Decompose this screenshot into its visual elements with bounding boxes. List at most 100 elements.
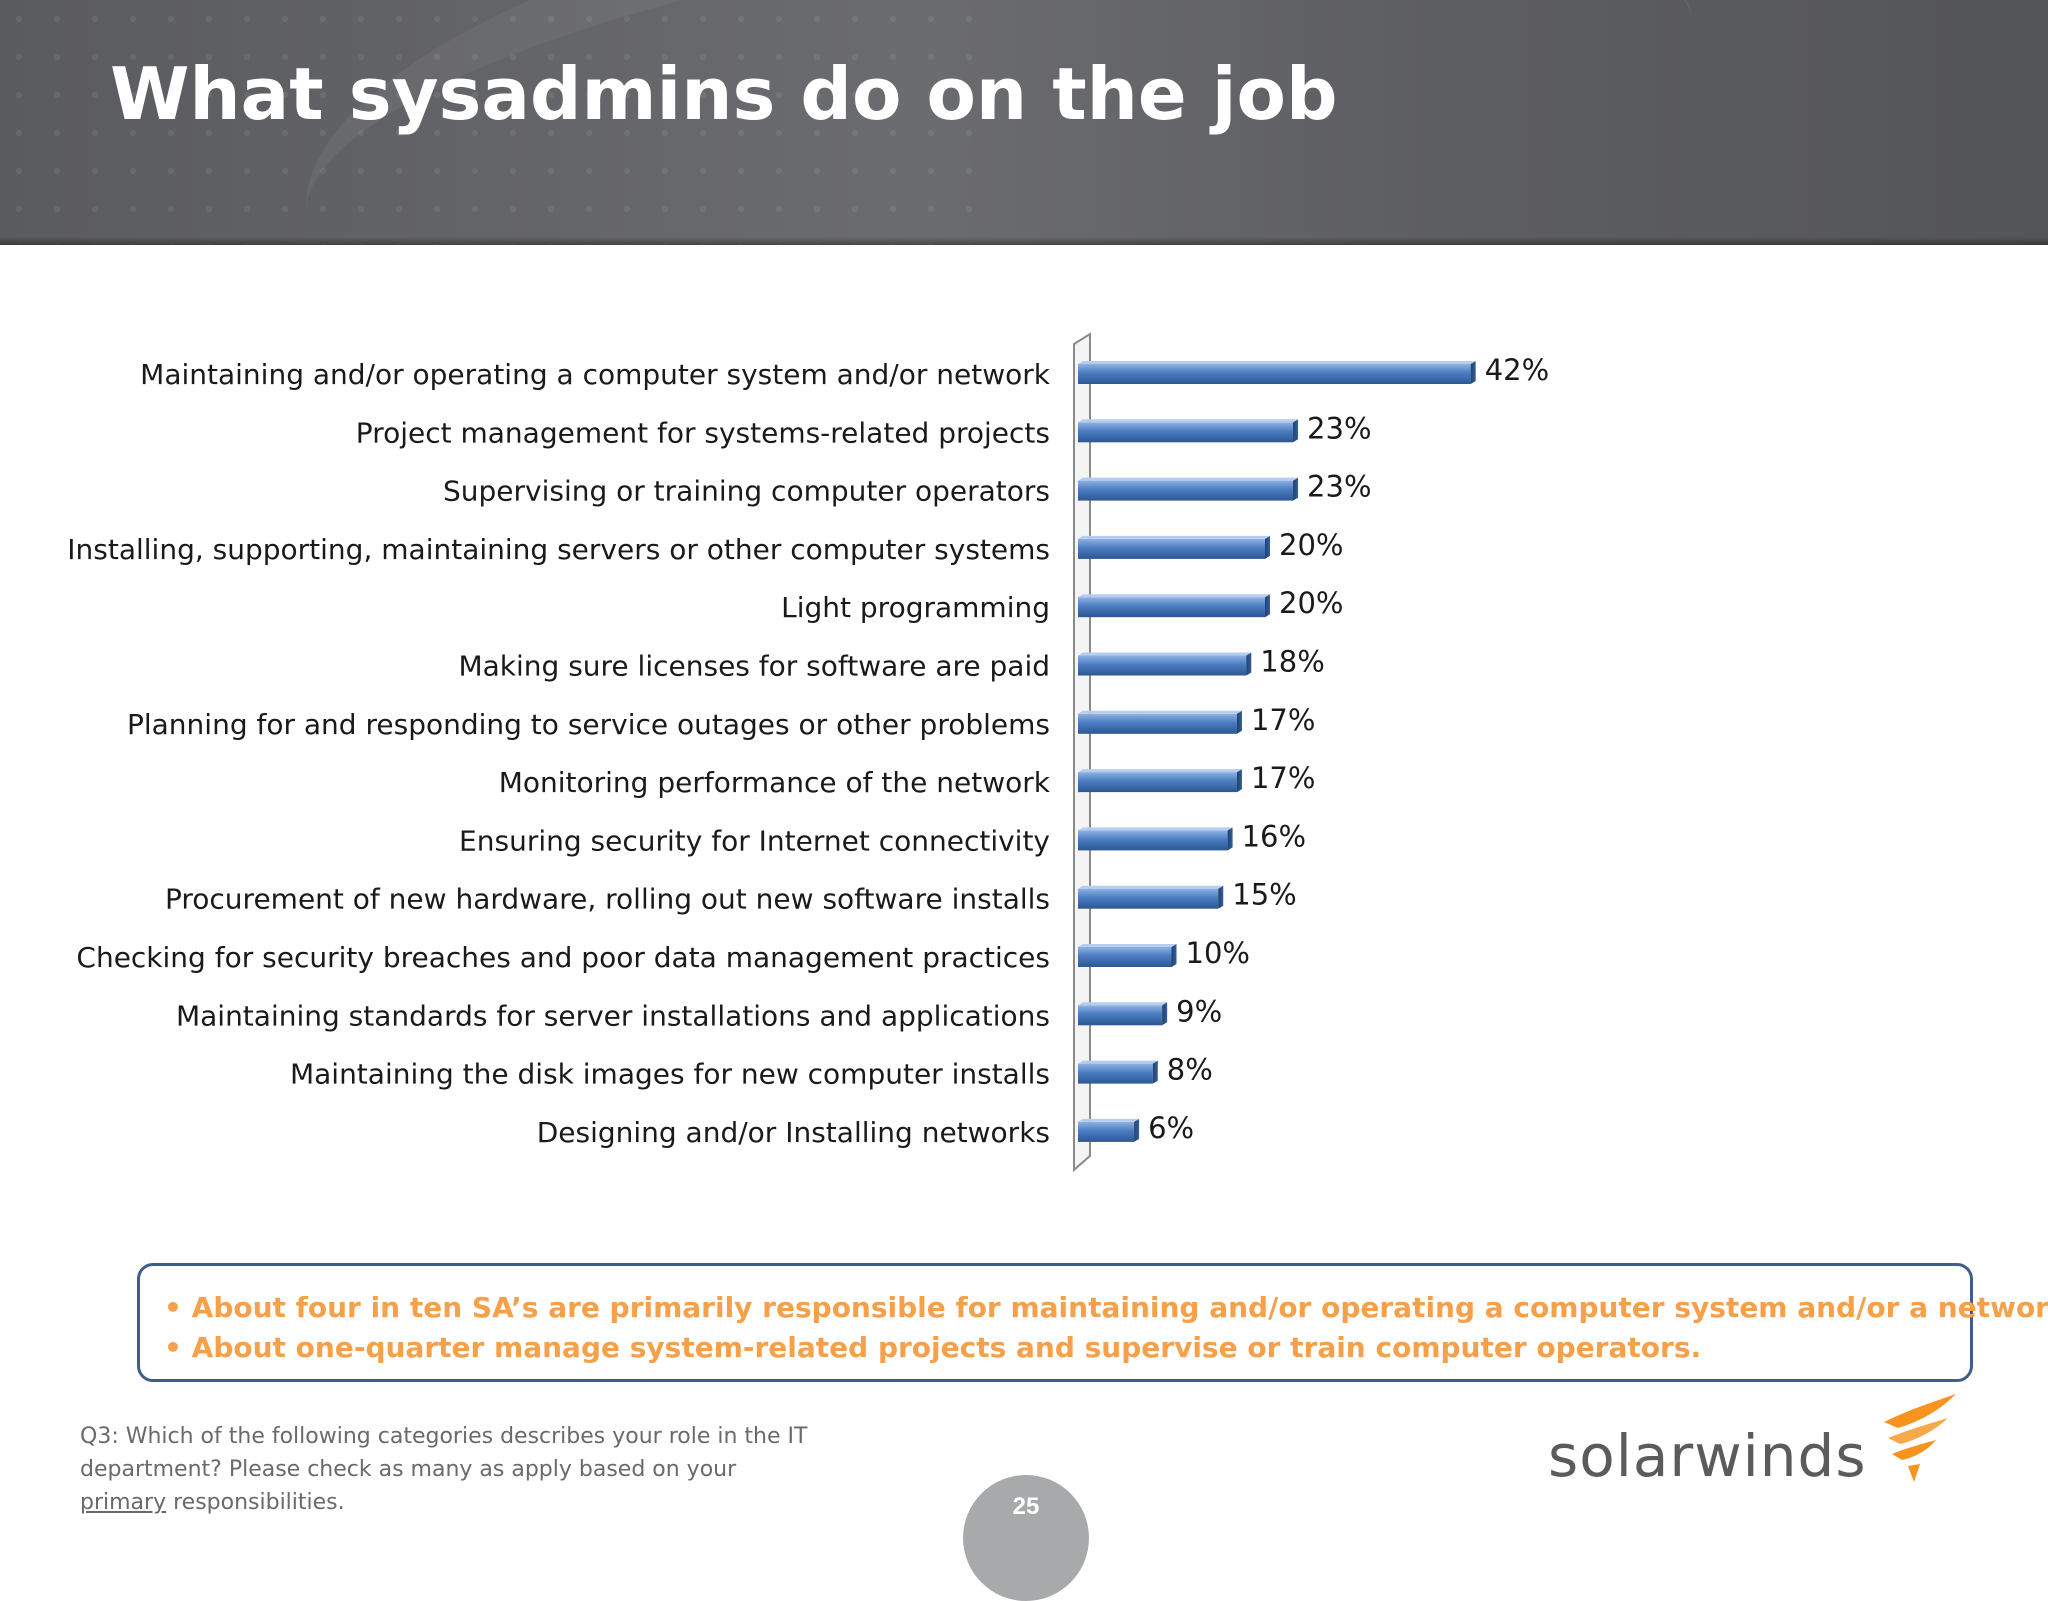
- logo-wordmark: solarwinds: [1548, 1422, 1867, 1490]
- bar-body: [1078, 1005, 1163, 1026]
- value-label-2: 23%: [1307, 411, 1371, 445]
- value-label-8: 17%: [1251, 761, 1315, 795]
- value-label-14: 6%: [1148, 1111, 1194, 1145]
- category-label-10: Procurement of new hardware, rolling out…: [165, 883, 1050, 916]
- bar-body: [1078, 364, 1471, 384]
- category-label-3: Supervising or training computer operato…: [443, 475, 1050, 508]
- bar-top-face: [1078, 1118, 1140, 1122]
- value-label-12: 9%: [1176, 994, 1222, 1028]
- value-label-10: 15%: [1232, 878, 1296, 912]
- bar-top-face: [1078, 594, 1270, 598]
- bar-body: [1078, 538, 1265, 559]
- bar-body: [1078, 655, 1247, 676]
- bar-end-cap: [1162, 1002, 1168, 1026]
- title-banner: What sysadmins do on the job: [0, 0, 2048, 245]
- chart-category-labels: Maintaining and/or operating a computer …: [67, 358, 1051, 1149]
- bar-4: [1078, 535, 1270, 559]
- value-label-13: 8%: [1167, 1053, 1213, 1087]
- page-number: 25: [1012, 1493, 1040, 1520]
- bar-5: [1078, 594, 1270, 618]
- category-label-14: Designing and/or Installing networks: [537, 1116, 1050, 1149]
- bar-body: [1078, 888, 1219, 909]
- bar-body: [1078, 422, 1294, 443]
- bar-end-cap: [1246, 652, 1252, 676]
- bar-top-face: [1078, 769, 1242, 773]
- bar-top-face: [1078, 652, 1252, 656]
- value-label-1: 42%: [1485, 353, 1549, 387]
- bar-body: [1078, 713, 1237, 734]
- category-label-2: Project management for systems-related p…: [356, 416, 1050, 449]
- category-label-6: Making sure licenses for software are pa…: [458, 650, 1050, 683]
- bar-body: [1078, 772, 1237, 793]
- footnote-text-end: responsibilities.: [166, 1490, 345, 1515]
- category-label-8: Monitoring performance of the network: [499, 766, 1051, 799]
- chart-value-labels: 42% 23% 23% 20% 20% 18% 17% 17% 16% 15% 10% 9% 8% 6%: [1148, 353, 1549, 1145]
- bar-12: [1078, 1002, 1168, 1026]
- bar-8: [1078, 769, 1242, 793]
- bar-10: [1078, 885, 1224, 909]
- bar-top-face: [1078, 827, 1233, 831]
- bar-top-face: [1078, 535, 1270, 539]
- category-label-13: Maintaining the disk images for new comp…: [290, 1058, 1050, 1091]
- banner-dot-pattern: [0, 0, 1000, 245]
- value-label-7: 17%: [1251, 703, 1315, 737]
- bar-body: [1078, 480, 1294, 501]
- bar-9: [1078, 827, 1233, 851]
- solarwinds-logo: solarwinds: [1548, 1392, 1968, 1502]
- callout-line-2: • About one-quarter manage system-relate…: [164, 1331, 1702, 1364]
- bar-body: [1078, 947, 1172, 967]
- bar-chart: Maintaining and/or operating a computer …: [67, 332, 1549, 1173]
- bar-end-cap: [1293, 477, 1299, 501]
- chart-bars: [1078, 361, 1476, 1142]
- value-label-11: 10%: [1186, 936, 1250, 970]
- bar-body: [1078, 830, 1228, 851]
- bar-13: [1078, 1060, 1158, 1084]
- banner-shadow: [0, 237, 2048, 245]
- bar-end-cap: [1171, 944, 1177, 967]
- bar-body: [1078, 1063, 1153, 1084]
- category-label-9: Ensuring security for Internet connectiv…: [459, 824, 1050, 857]
- bar-end-cap: [1293, 419, 1299, 443]
- bar-end-cap: [1470, 361, 1476, 384]
- solarwinds-swoosh-icon: [1884, 1394, 1956, 1482]
- bar-end-cap: [1134, 1118, 1140, 1142]
- bar-end-cap: [1236, 710, 1242, 734]
- bar-end-cap: [1236, 769, 1242, 793]
- bar-body: [1078, 597, 1265, 618]
- bar-1: [1078, 361, 1476, 384]
- bar-end-cap: [1218, 885, 1224, 909]
- bar-top-face: [1078, 944, 1177, 947]
- category-label-7: Planning for and responding to service o…: [127, 708, 1050, 741]
- bar-top-face: [1078, 885, 1224, 889]
- bar-top-face: [1078, 1060, 1158, 1064]
- bar-top-face: [1078, 477, 1299, 481]
- bar-top-face: [1078, 1002, 1168, 1006]
- page-title: What sysadmins do on the job: [110, 52, 1338, 136]
- bar-7: [1078, 710, 1242, 734]
- bar-6: [1078, 652, 1252, 676]
- bar-11: [1078, 944, 1177, 967]
- bar-end-cap: [1265, 535, 1270, 559]
- chart-axis: [1073, 332, 1091, 1173]
- bar-top-face: [1078, 710, 1242, 714]
- bar-end-cap: [1227, 827, 1233, 851]
- bar-end-cap: [1152, 1060, 1158, 1084]
- value-label-5: 20%: [1279, 586, 1343, 620]
- bar-14: [1078, 1118, 1140, 1142]
- bar-end-cap: [1265, 594, 1270, 618]
- key-findings-callout: • About four in ten SA’s are primarily r…: [137, 1263, 2048, 1382]
- category-label-4: Installing, supporting, maintaining serv…: [67, 533, 1050, 566]
- bar-top-face: [1078, 361, 1476, 364]
- bar-3: [1078, 477, 1299, 501]
- value-label-9: 16%: [1242, 819, 1306, 853]
- value-label-4: 20%: [1279, 528, 1343, 562]
- category-label-5: Light programming: [781, 591, 1050, 624]
- category-label-1: Maintaining and/or operating a computer …: [140, 358, 1051, 391]
- category-label-11: Checking for security breaches and poor …: [76, 941, 1050, 974]
- bar-top-face: [1078, 419, 1299, 423]
- value-label-3: 23%: [1307, 470, 1371, 504]
- survey-question-footnote: Q3: Which of the following categories de…: [80, 1420, 820, 1519]
- bar-body: [1078, 1121, 1135, 1142]
- footnote-text: Q3: Which of the following categories de…: [80, 1424, 808, 1482]
- footnote-underlined-word: primary: [80, 1490, 167, 1515]
